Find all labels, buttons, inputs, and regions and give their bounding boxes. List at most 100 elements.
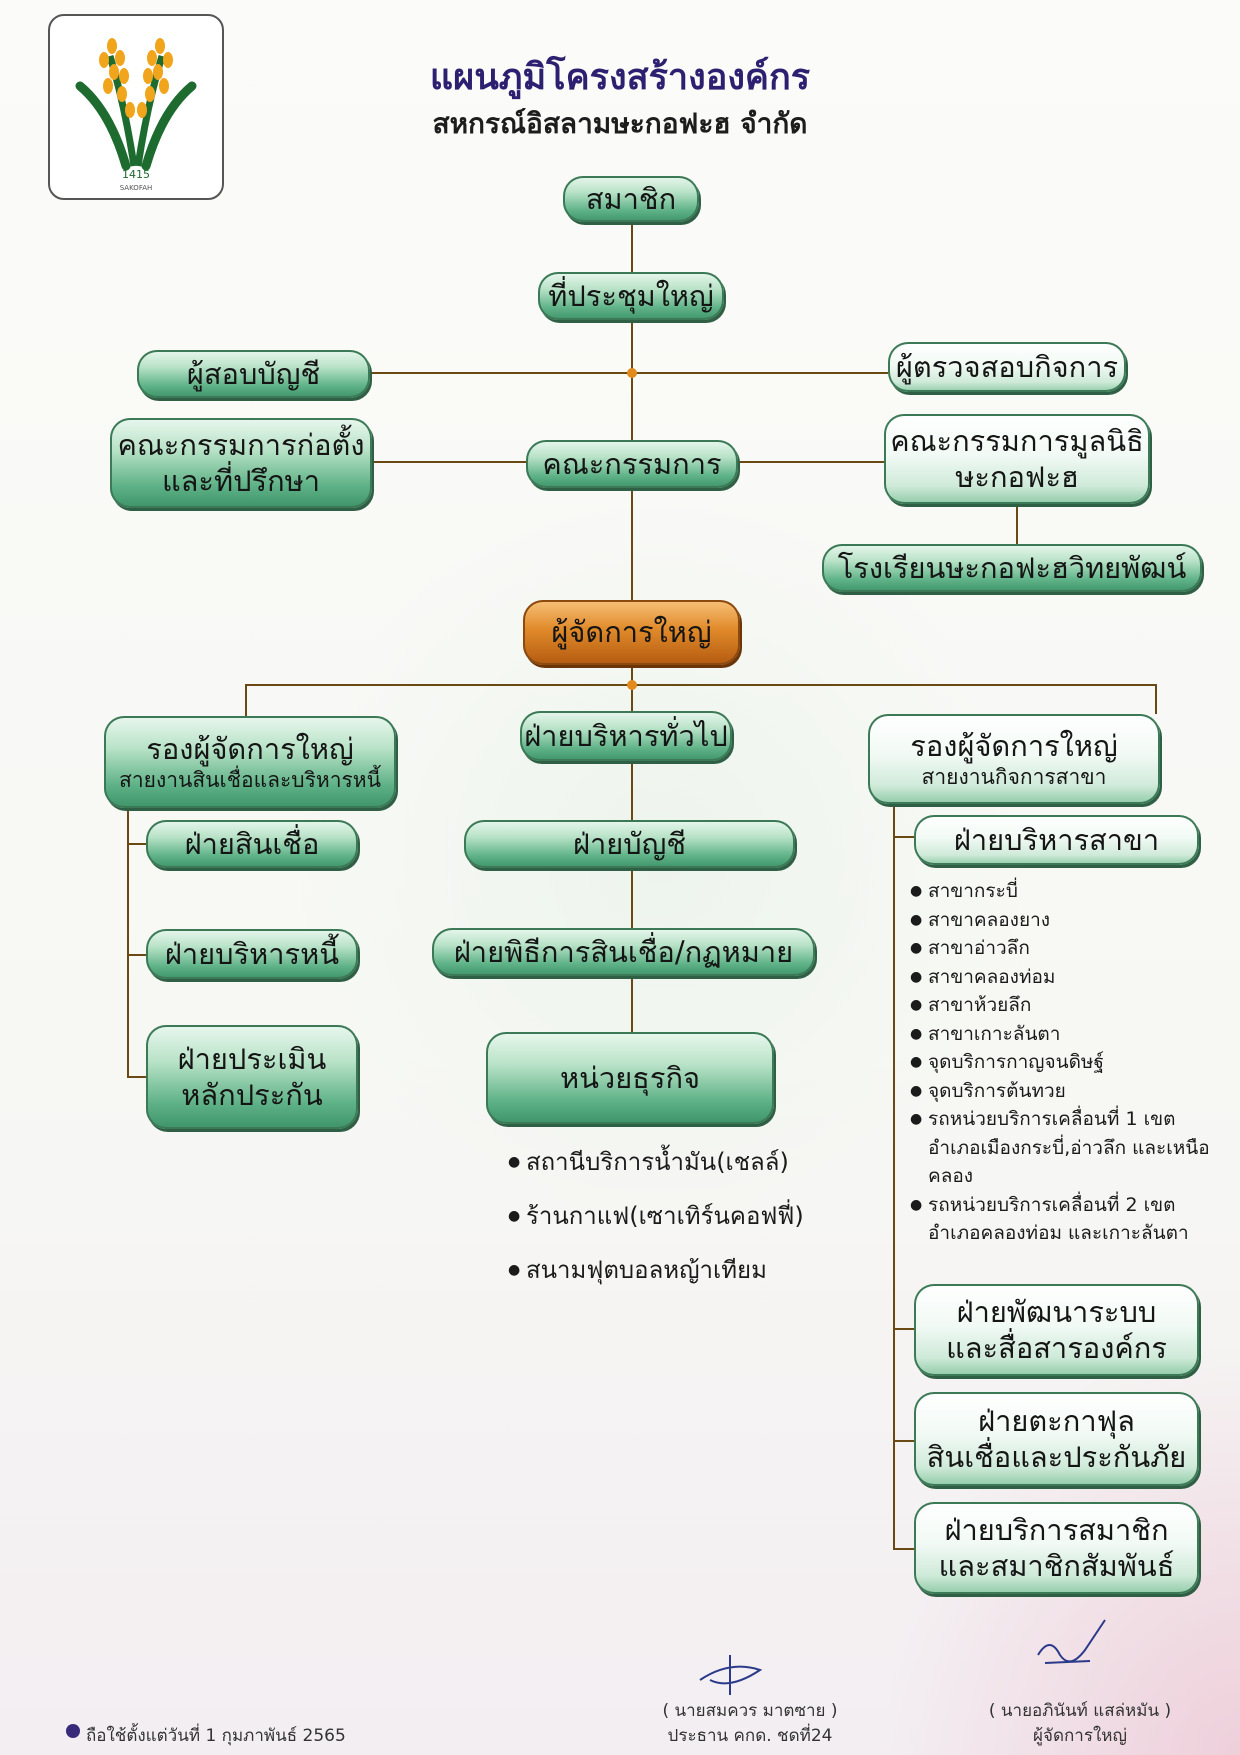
connector <box>893 836 915 838</box>
connector <box>1016 504 1018 544</box>
node-school: โรงเรียนษะกอฟะฮวิทยพัฒน์ <box>822 544 1202 592</box>
node-label: รองผู้จัดการใหญ่ <box>910 728 1118 763</box>
node-label: สมาชิก <box>585 181 677 216</box>
list-item: สาขากระบี่ <box>910 877 1210 906</box>
node-label: คณะกรรมการก่อตั้ง <box>117 427 365 462</box>
node-members: สมาชิก <box>563 176 699 222</box>
node-label: ฝ่ายตะกาฟุล <box>978 1403 1135 1438</box>
connector <box>127 954 147 956</box>
connector <box>370 461 530 463</box>
node-label: โรงเรียนษะกอฟะฮวิทยพัฒน์ <box>837 550 1187 585</box>
list-item: สถานีบริการน้ำมัน(เชลล์) <box>508 1135 828 1189</box>
node-label: ผู้ตรวจสอบกิจการ <box>895 349 1119 384</box>
node-deputy-branch: รองผู้จัดการใหญ่ สายงานกิจการสาขา <box>868 714 1160 804</box>
list-item: สนามฟุตบอลหญ้าเทียม <box>508 1243 828 1297</box>
node-label: หน่วยธุรกิจ <box>559 1060 701 1095</box>
connector <box>631 974 633 1032</box>
node-label: ฝ่ายพิธีการสินเชื่อ/กฏหมาย <box>453 934 794 969</box>
node-business-unit: หน่วยธุรกิจ <box>486 1032 774 1124</box>
node-debt-dept: ฝ่ายบริหารหนี้ <box>146 929 358 979</box>
connector <box>245 684 247 716</box>
chair-signature <box>699 1655 763 1695</box>
node-auditor: ผู้สอบบัญชี <box>137 350 370 398</box>
node-label: คณะกรรมการ <box>542 446 722 481</box>
node-label: และที่ปรึกษา <box>161 464 321 498</box>
junction-dot <box>627 680 637 690</box>
node-general-manager: ผู้จัดการใหญ่ <box>523 600 740 665</box>
node-label: คณะกรรมการมูลนิธิ <box>890 423 1144 458</box>
node-label: ฝ่ายบัญชี <box>572 826 687 861</box>
chair-name: ( นายสมควร มาตซาย ) <box>662 1701 838 1721</box>
node-sublabel: สายงานสินเชื่อและบริหารหนี้ <box>119 768 381 792</box>
connector <box>735 461 885 463</box>
junction-dot <box>627 368 637 378</box>
cooperative-logo: 1415 SAKOFAH <box>48 14 224 200</box>
node-label: ฝ่ายบริหารหนี้ <box>164 936 340 971</box>
list-item: รถหน่วยบริการเคลื่อนที่ 1 เขตอำเภอเมืองก… <box>910 1105 1210 1191</box>
logo-text: SAKOFAH <box>120 184 153 192</box>
node-label: รองผู้จัดการใหญ่ <box>146 731 354 766</box>
rice-logo-icon: 1415 SAKOFAH <box>75 38 197 192</box>
list-item: รถหน่วยบริการเคลื่อนที่ 2 เขตอำเภอคลองท่… <box>910 1191 1210 1248</box>
connector <box>631 760 633 820</box>
business-unit-list: สถานีบริการน้ำมัน(เชลล์) ร้านกาแฟ(เซาเทิ… <box>508 1135 828 1297</box>
manager-title: ผู้จัดการใหญ่ <box>1033 1726 1127 1746</box>
node-label: ผู้จัดการใหญ่ <box>551 615 712 650</box>
node-sublabel: สายงานกิจการสาขา <box>921 765 1107 789</box>
node-accounting-dept: ฝ่ายบัญชี <box>464 820 795 868</box>
list-item: สาขาคลองยาง <box>910 906 1210 935</box>
node-label: ฝ่ายบริการสมาชิก <box>944 1512 1169 1547</box>
list-item: ร้านกาแฟ(เซาเทิร์นคอฟฟี่) <box>508 1189 828 1243</box>
node-inspector: ผู้ตรวจสอบกิจการ <box>888 342 1126 392</box>
list-item: สาขาคลองท่อม <box>910 963 1210 992</box>
node-takaful: ฝ่ายตะกาฟุล สินเชื่อและประกันภัย <box>914 1392 1199 1486</box>
list-item: สาขาอ่าวลึก <box>910 934 1210 963</box>
connector <box>893 1548 915 1550</box>
connector <box>1155 684 1157 714</box>
connector <box>631 866 633 928</box>
node-label: ผู้สอบบัญชี <box>186 356 321 391</box>
branch-list: สาขากระบี่ สาขาคลองยาง สาขาอ่าวลึก สาขาค… <box>910 877 1210 1248</box>
node-label: สินเชื่อและประกันภัย <box>926 1440 1187 1474</box>
node-general-meeting: ที่ประชุมใหญ่ <box>538 272 724 320</box>
connector <box>631 222 633 272</box>
connector <box>127 1076 147 1078</box>
chart-title: แผนภูมิโครงสร้างองค์กร <box>429 57 811 98</box>
node-label: ฝ่ายพัฒนาระบบ <box>956 1294 1157 1329</box>
node-credit-dept: ฝ่ายสินเชื่อ <box>146 820 358 868</box>
connector <box>127 805 129 1077</box>
node-deputy-credit: รองผู้จัดการใหญ่ สายงานสินเชื่อและบริหาร… <box>104 716 396 808</box>
node-general-admin: ฝ่ายบริหารทั่วไป <box>520 711 732 761</box>
node-branch-admin: ฝ่ายบริหารสาขา <box>914 815 1199 865</box>
list-item: จุดบริการกาญจนดิษฐ์ <box>910 1048 1210 1077</box>
manager-signature <box>1037 1619 1106 1664</box>
node-board: คณะกรรมการ <box>526 440 738 488</box>
node-label: และสื่อสารองค์กร <box>946 1331 1167 1365</box>
list-item: สาขาเกาะลันตา <box>910 1020 1210 1049</box>
node-label: และสมาชิกสัมพันธ์ <box>938 1549 1175 1583</box>
node-label: ที่ประชุมใหญ่ <box>548 278 714 313</box>
chart-subtitle: สหกรณ์อิสลามษะกอฟะฮ จำกัด <box>432 107 808 140</box>
effective-date: ถือใช้ตั้งแต่วันที่ 1 กุมภาพันธ์ 2565 <box>86 1726 346 1746</box>
chair-title: ประธาน คกด. ชดที่24 <box>667 1726 833 1746</box>
logo-mark-text: 1415 <box>122 168 150 181</box>
node-label: ฝ่ายสินเชื่อ <box>184 826 320 861</box>
node-label: ฝ่ายบริหารทั่วไป <box>524 718 728 753</box>
node-member-services: ฝ่ายบริการสมาชิก และสมาชิกสัมพันธ์ <box>914 1502 1199 1594</box>
connector <box>127 843 147 845</box>
connector <box>893 800 895 1550</box>
node-label: ฝ่ายประเมิน <box>177 1041 327 1076</box>
manager-name: ( นายอภินันท์ แสล่หมัน ) <box>988 1701 1172 1721</box>
node-legal-dept: ฝ่ายพิธีการสินเชื่อ/กฏหมาย <box>432 928 815 976</box>
footer-bullet-icon <box>66 1724 80 1738</box>
connector <box>631 665 633 733</box>
connector <box>893 1440 915 1442</box>
list-item: สาขาห้วยลึก <box>910 991 1210 1020</box>
node-foundation-committee: คณะกรรมการมูลนิธิ ษะกอฟะฮ <box>884 414 1150 504</box>
list-item: จุดบริการต้นทวย <box>910 1077 1210 1106</box>
node-founding-committee: คณะกรรมการก่อตั้ง และที่ปรึกษา <box>110 418 372 508</box>
node-system-dev: ฝ่ายพัฒนาระบบ และสื่อสารองค์กร <box>914 1284 1199 1376</box>
node-collateral-dept: ฝ่ายประเมิน หลักประกัน <box>146 1025 358 1129</box>
connector <box>893 1328 915 1330</box>
connector <box>245 684 1157 686</box>
